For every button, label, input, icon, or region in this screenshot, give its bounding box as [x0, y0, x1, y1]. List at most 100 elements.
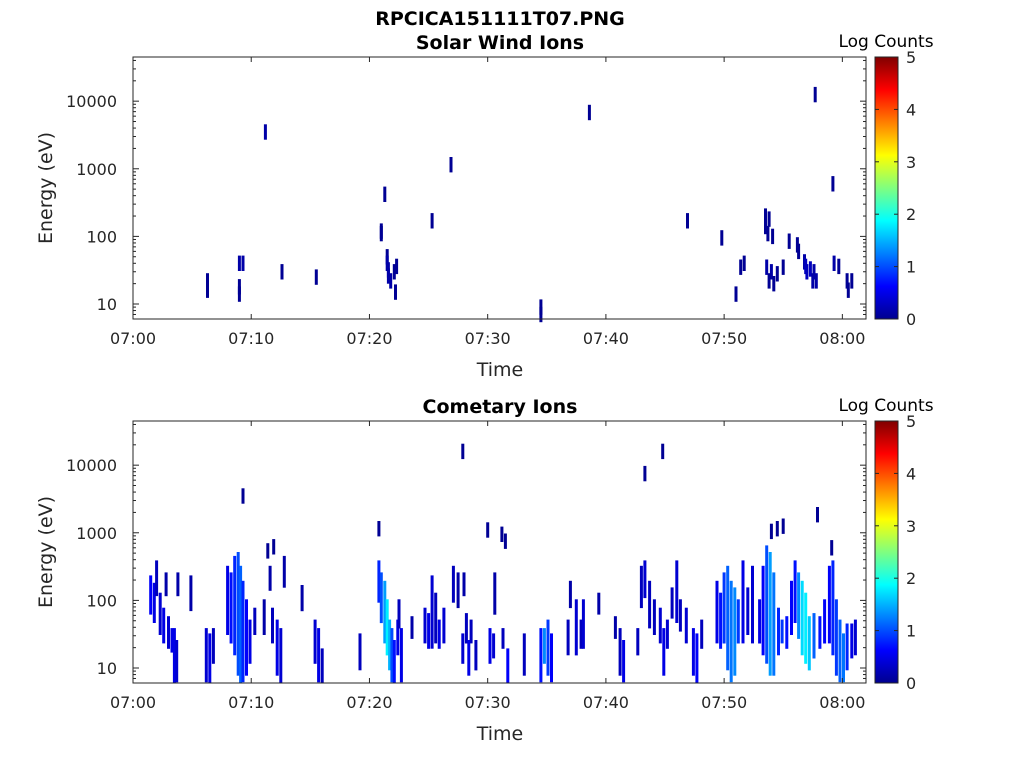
colorbar-tick-label: 0: [906, 674, 916, 693]
data-cell: [812, 264, 816, 280]
data-cell: [764, 208, 767, 224]
data-cell: [241, 255, 245, 271]
data-cell: [379, 223, 383, 239]
y-tick-label: 100: [86, 227, 117, 246]
data-column: [736, 599, 740, 644]
data-cell: [643, 465, 647, 482]
data-column: [390, 628, 394, 683]
data-cell: [661, 443, 665, 460]
colorbar-tick-label: 3: [906, 517, 916, 536]
data-cell: [781, 259, 785, 275]
data-column: [236, 552, 240, 676]
data-cell: [797, 243, 801, 260]
data-cell: [263, 124, 267, 140]
data-cell: [395, 258, 399, 275]
data-cell: [266, 543, 270, 559]
data-column: [430, 575, 434, 649]
data-cell: [845, 273, 849, 289]
data-cell: [837, 258, 841, 275]
data-column: [845, 623, 849, 671]
data-cell: [764, 218, 767, 235]
data-column: [684, 607, 688, 644]
data-column: [823, 599, 827, 644]
x-tick-label: 07:30: [465, 329, 511, 348]
data-column: [715, 580, 719, 644]
data-column: [317, 628, 321, 683]
data-column: [437, 619, 441, 649]
data-cell: [742, 255, 746, 271]
data-cell: [832, 255, 836, 271]
data-column: [550, 633, 553, 683]
data-column: [812, 613, 816, 659]
data-cell: [394, 284, 397, 300]
data-column: [643, 560, 647, 599]
data-column: [741, 560, 745, 644]
plot-frame: [132, 420, 867, 684]
x-tick-label: 07:00: [110, 693, 156, 712]
data-column: [152, 582, 156, 623]
data-cell: [805, 264, 809, 280]
data-column: [581, 599, 585, 649]
colorbar-tick-label: 2: [906, 569, 916, 588]
y-tick-label: 10: [97, 295, 117, 314]
data-column: [204, 628, 208, 683]
data-column: [700, 619, 704, 649]
data-column: [167, 616, 170, 649]
y-tick-label: 1000: [76, 524, 117, 543]
data-column: [751, 565, 754, 644]
data-cell: [449, 157, 453, 173]
y-tick-label: 1000: [76, 160, 117, 179]
data-column: [427, 613, 431, 649]
data-column: [622, 640, 626, 683]
data-column: [474, 640, 478, 671]
data-cell: [775, 521, 779, 537]
data-column: [613, 616, 617, 639]
data-column: [818, 616, 822, 649]
x-tick-label: 07:50: [701, 693, 747, 712]
data-cell: [765, 259, 769, 275]
colorbar-tick-label: 4: [906, 464, 916, 483]
data-column: [248, 619, 252, 664]
x-tick-label: 08:00: [819, 329, 865, 348]
data-column: [279, 628, 283, 683]
colorbar-ticks: 0 1 2 3 4 5: [875, 412, 916, 693]
data-column: [282, 555, 286, 588]
data-column: [636, 628, 640, 656]
data-column: [579, 619, 583, 649]
colorbar: [874, 420, 899, 684]
x-axis-label: Time: [476, 359, 524, 381]
data-column: [158, 592, 162, 635]
data-column: [648, 580, 652, 629]
data-column: [464, 613, 468, 644]
data-column: [797, 572, 801, 639]
data-column: [410, 616, 414, 639]
data-column: [831, 560, 835, 656]
data-column: [777, 607, 780, 656]
data-column: [772, 572, 776, 676]
data-column: [597, 592, 601, 615]
data-column: [574, 599, 578, 656]
data-column: [434, 592, 438, 644]
colorbar-title: Log Counts: [838, 32, 933, 52]
data-column: [442, 607, 446, 644]
data-cell: [808, 261, 812, 277]
data-column: [853, 619, 857, 656]
data-column: [804, 592, 808, 664]
panel-solar-wind: Solar Wind Ions Log Counts 07:00 07:10 07:…: [35, 32, 934, 381]
y-axis-label: Energy (eV): [35, 132, 57, 244]
data-column: [467, 640, 471, 676]
data-column: [377, 560, 381, 603]
x-tick-label: 07:40: [583, 693, 629, 712]
data-column: [162, 607, 166, 644]
data-column: [423, 607, 427, 644]
colorbar-tick-label: 4: [906, 100, 916, 119]
data-column: [662, 628, 666, 676]
data-column: [568, 580, 572, 609]
data-column: [618, 628, 622, 676]
data-cell: [389, 273, 393, 289]
data-column: [268, 565, 272, 591]
data-column: [506, 648, 510, 683]
data-column: [722, 572, 726, 644]
data-column: [271, 607, 274, 644]
data-column: [170, 628, 174, 653]
